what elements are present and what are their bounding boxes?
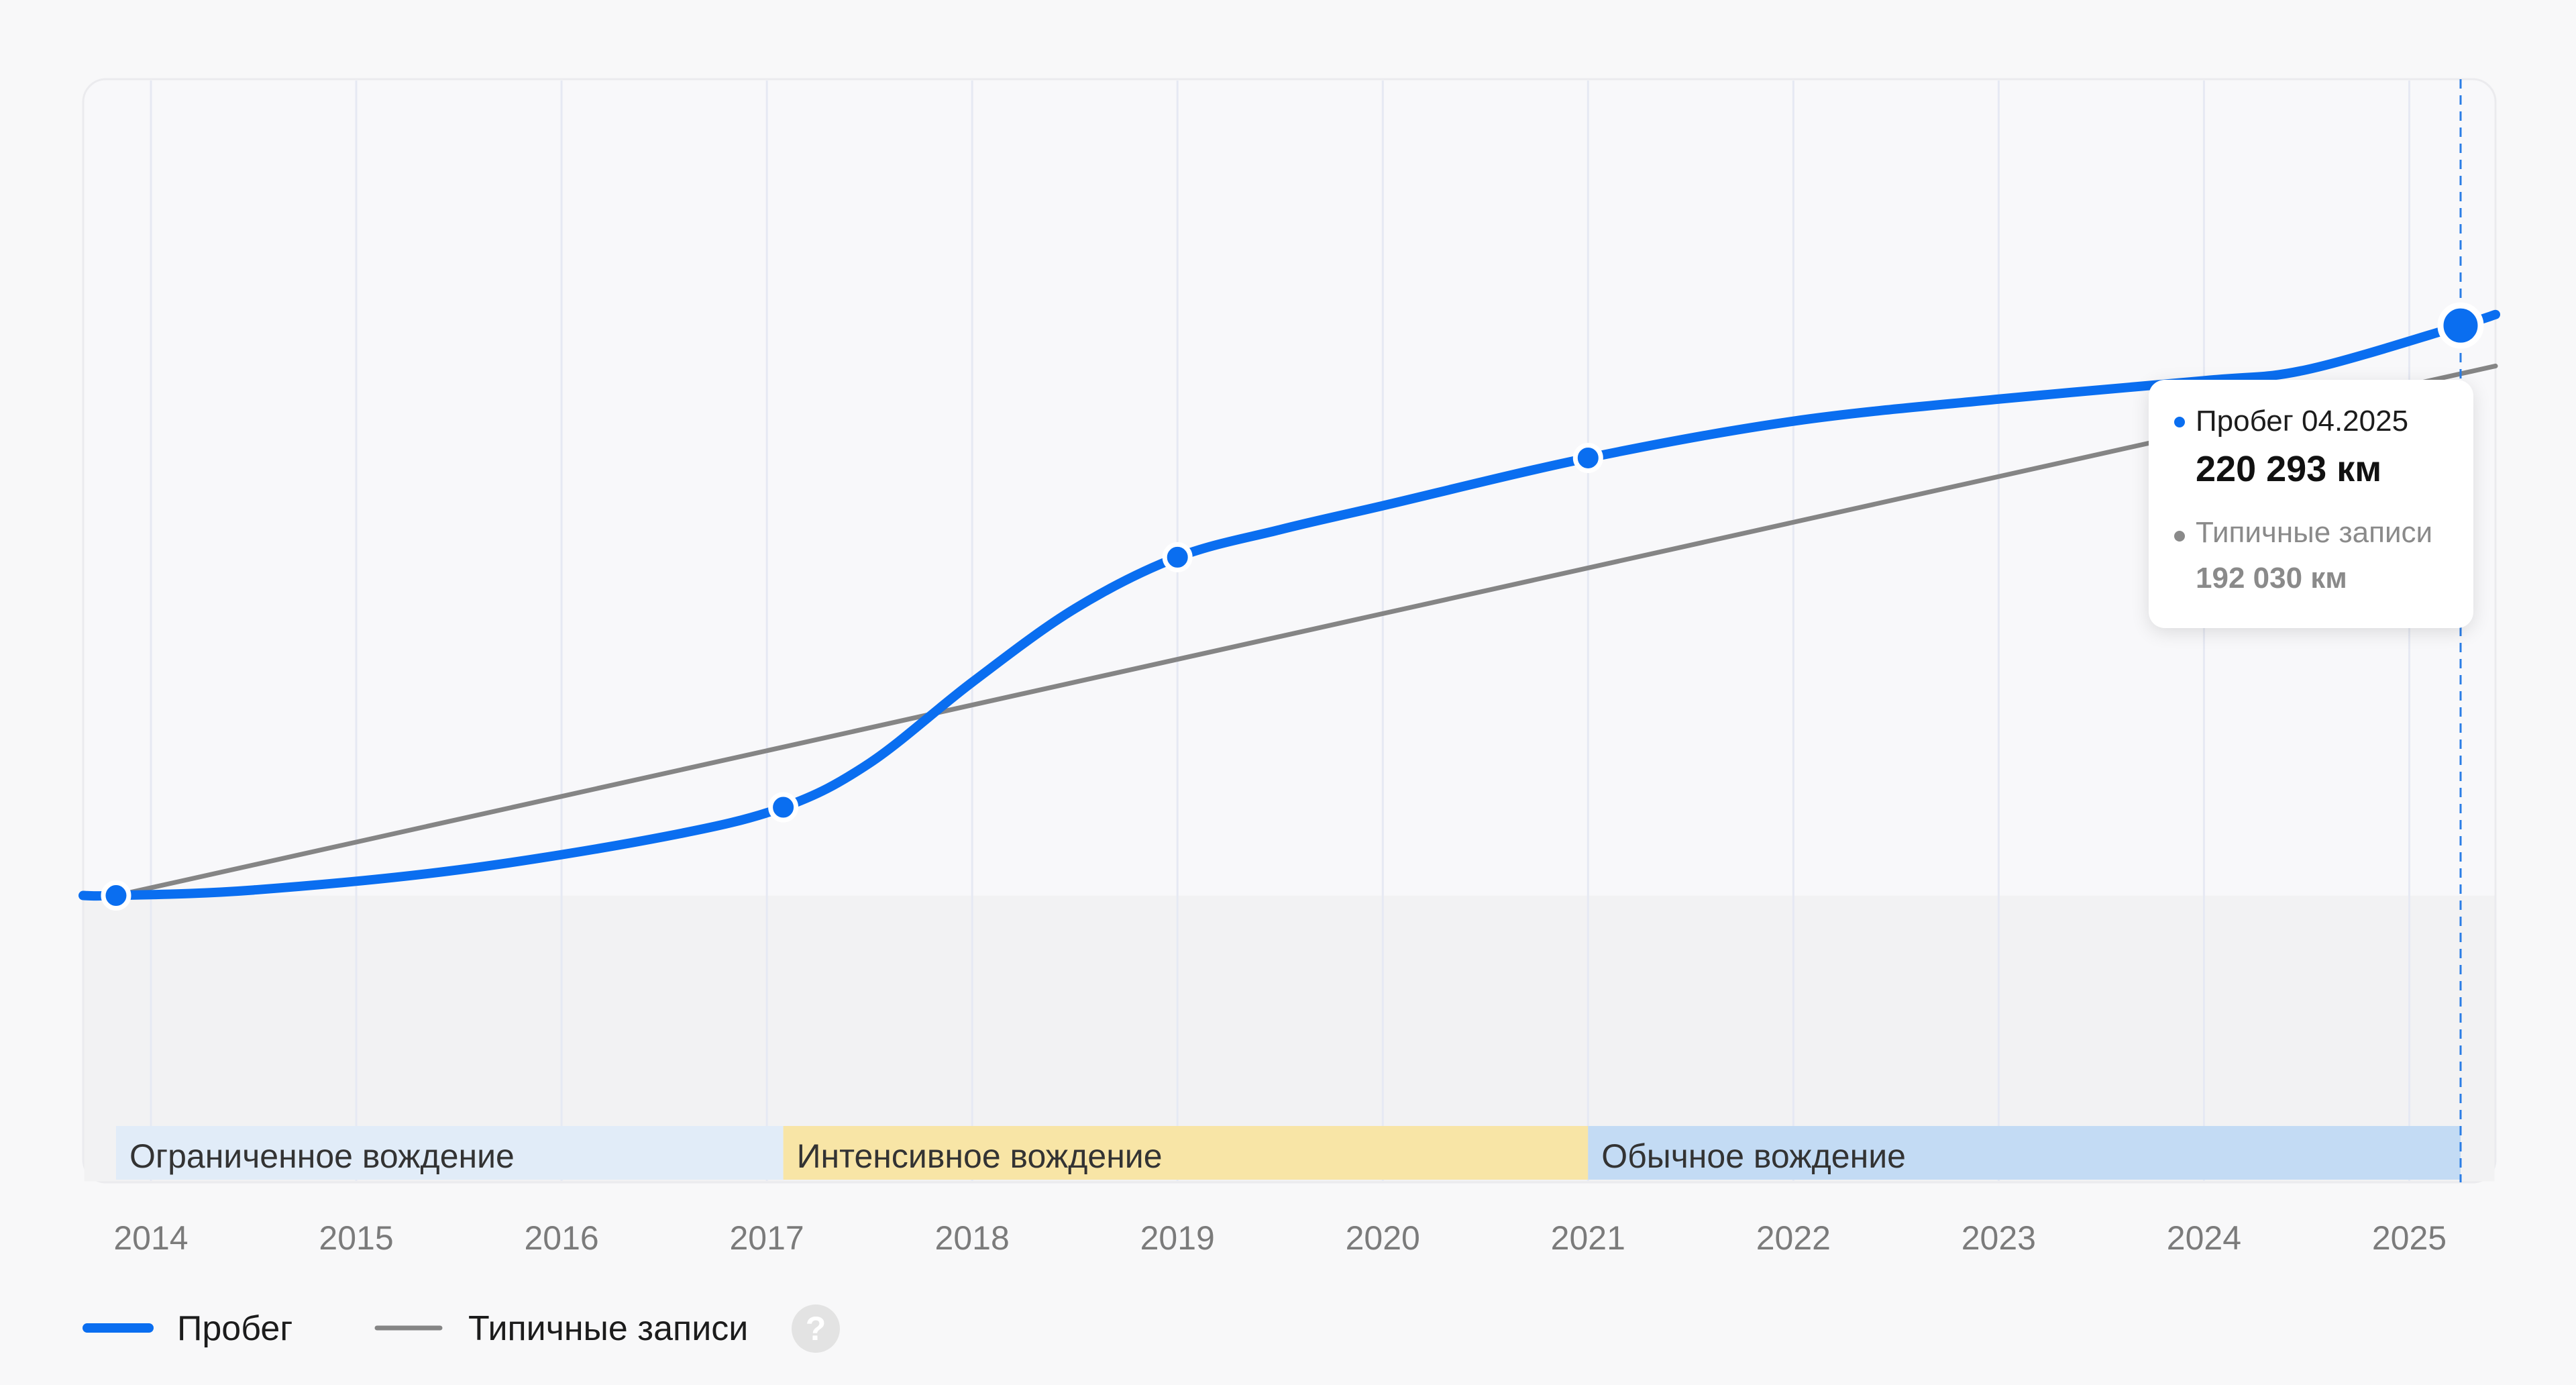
band-1 (115, 1126, 784, 1180)
question-icon[interactable]: ? (792, 1304, 840, 1353)
mileage-highlight-point[interactable] (2437, 302, 2484, 349)
tooltip: Пробег 04.2025 220 293 км Типичные запис… (2149, 380, 2473, 628)
x-tick-label: 2020 (1346, 1219, 1420, 1257)
tooltip-typical-label: Типичные записи (2196, 516, 2433, 549)
tooltip-mileage-dot (2174, 417, 2185, 427)
typical-records-line (113, 363, 2498, 899)
band-2 (783, 1126, 1589, 1180)
band-label: Интенсивное вождение (797, 1137, 1163, 1175)
tooltip-typical-value: 192 030 км (2196, 562, 2347, 595)
tooltip-mileage-label: Пробег 04.2025 (2196, 405, 2409, 438)
x-tick-label: 2014 (113, 1219, 188, 1257)
x-tick-label: 2018 (935, 1219, 1010, 1257)
mileage-point[interactable] (1162, 542, 1193, 572)
band-label: Обычное вождение (1601, 1137, 1906, 1175)
tooltip-typical-dot (2174, 531, 2185, 542)
mileage-point[interactable] (1572, 442, 1603, 473)
x-tick-label: 2025 (2372, 1219, 2447, 1257)
x-tick-label: 2022 (1756, 1219, 1831, 1257)
legend-mileage-label: Пробег (177, 1309, 292, 1348)
mileage-point[interactable] (768, 792, 799, 823)
x-tick-label: 2017 (730, 1219, 804, 1257)
mileage-point[interactable] (101, 880, 131, 911)
legend-typical-label: Типичные записи (468, 1309, 748, 1348)
x-tick-label: 2021 (1551, 1219, 1625, 1257)
mileage-line (78, 309, 2500, 901)
x-tick-label: 2023 (1962, 1219, 2036, 1257)
band-label: Ограниченное вождение (129, 1137, 515, 1175)
x-tick-label: 2015 (319, 1219, 393, 1257)
x-tick-label: 2024 (2167, 1219, 2241, 1257)
tooltip-mileage-value: 220 293 км (2196, 449, 2382, 489)
x-tick-label: 2019 (1140, 1219, 1215, 1257)
x-tick-label: 2016 (524, 1219, 598, 1257)
band-3 (1588, 1126, 2461, 1180)
